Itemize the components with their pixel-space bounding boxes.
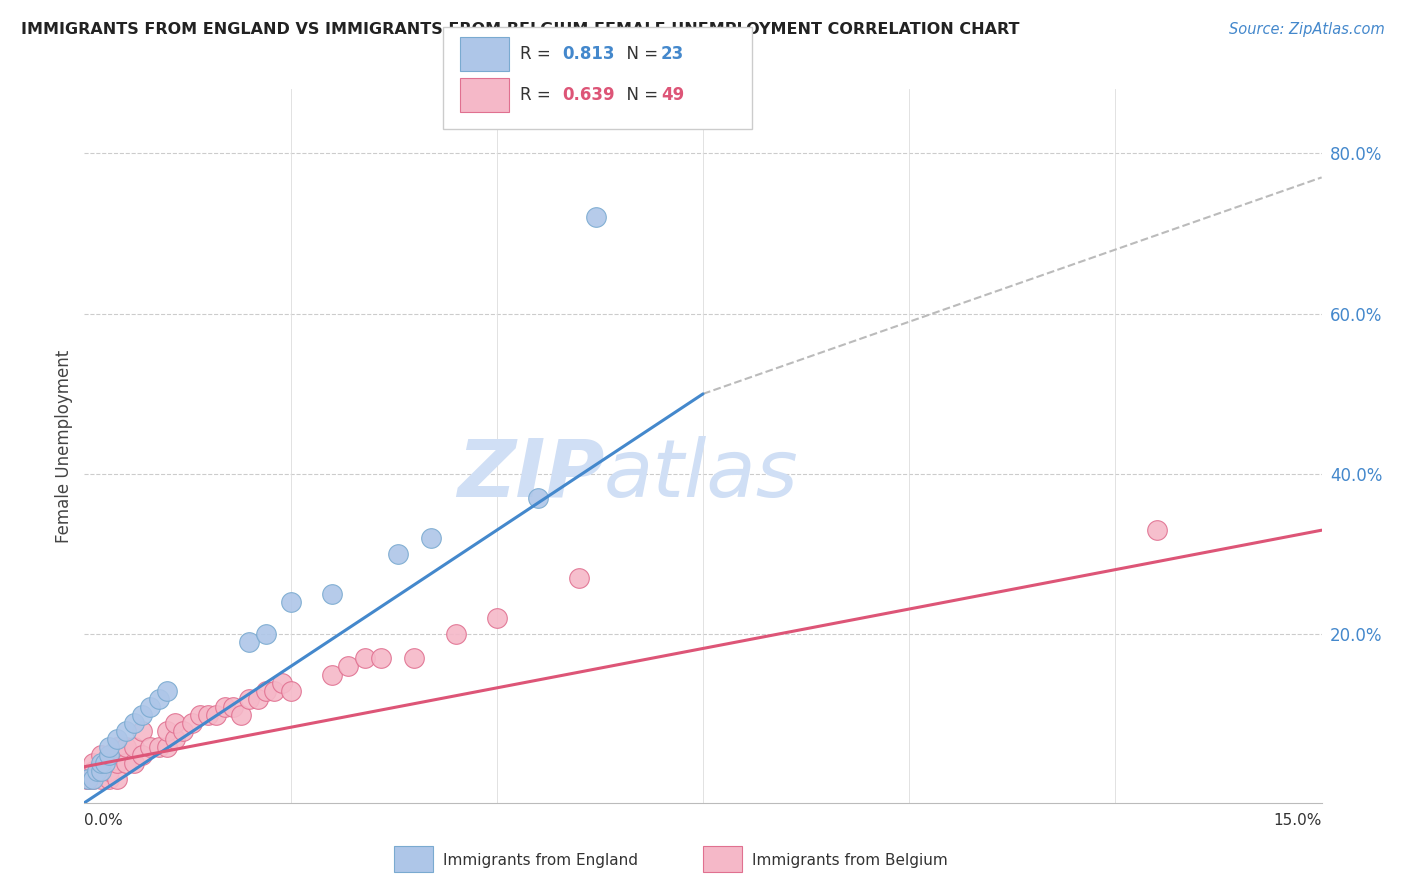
Point [114,723,136,738]
Point [90,764,112,778]
Point [387,547,409,561]
Point [105,772,128,786]
Point [246,691,269,706]
Point [114,756,136,770]
Point [188,707,211,722]
Point [90,747,112,762]
Point [205,707,228,722]
Text: R =: R = [520,87,557,104]
Point [122,756,145,770]
Point [585,211,607,225]
Point [444,627,467,641]
Text: IMMIGRANTS FROM ENGLAND VS IMMIGRANTS FROM BELGIUM FEMALE UNEMPLOYMENT CORRELATI: IMMIGRANTS FROM ENGLAND VS IMMIGRANTS FR… [21,22,1019,37]
Point [105,739,128,754]
Text: 49: 49 [661,87,685,104]
Point [122,715,145,730]
Point [94,756,117,770]
Point [238,635,260,649]
Text: Source: ZipAtlas.com: Source: ZipAtlas.com [1229,22,1385,37]
Point [568,571,591,585]
Point [82,772,104,786]
Text: Immigrants from Belgium: Immigrants from Belgium [752,854,948,868]
Point [238,691,260,706]
Text: 0.813: 0.813 [562,45,614,63]
Point [98,739,121,754]
Point [131,747,153,762]
Point [82,764,104,778]
Text: 15.0%: 15.0% [1274,814,1322,828]
Point [105,756,128,770]
Point [172,723,194,738]
Point [321,667,343,681]
Point [337,659,360,673]
Point [148,691,170,706]
Point [165,731,187,746]
Text: N =: N = [616,45,664,63]
Point [271,675,294,690]
Point [98,747,121,762]
Point [76,772,98,786]
Text: ZIP: ZIP [457,435,605,514]
Point [280,595,302,609]
Point [197,707,219,722]
Point [180,715,202,730]
Point [214,699,236,714]
Text: N =: N = [616,87,664,104]
Point [222,699,245,714]
Point [90,756,112,770]
Point [165,715,187,730]
Point [90,764,112,778]
Point [370,651,392,665]
Point [321,587,343,601]
Point [353,651,375,665]
Y-axis label: Female Unemployment: Female Unemployment [55,350,73,542]
Point [77,772,100,786]
Point [86,764,108,778]
Point [280,683,302,698]
Point [527,491,550,505]
Point [156,683,179,698]
Text: Immigrants from England: Immigrants from England [443,854,638,868]
Point [122,739,145,754]
Point [148,739,170,754]
Text: 23: 23 [661,45,685,63]
Point [105,731,128,746]
Text: 0.0%: 0.0% [84,814,124,828]
Point [131,707,153,722]
Point [1146,523,1168,537]
Point [90,772,112,786]
Point [114,739,136,754]
Point [82,756,104,770]
Point [254,683,277,698]
Point [254,627,277,641]
Point [131,723,153,738]
Text: atlas: atlas [605,435,799,514]
Point [139,699,162,714]
Point [98,772,121,786]
Text: 0.639: 0.639 [562,87,614,104]
Point [156,723,179,738]
Point [485,611,508,625]
Text: R =: R = [520,45,557,63]
Point [263,683,285,698]
Point [82,772,104,786]
Point [404,651,426,665]
Point [98,764,121,778]
Point [156,739,179,754]
Point [139,739,162,754]
Point [419,531,441,545]
Point [77,772,100,786]
Point [98,747,121,762]
Point [229,707,252,722]
